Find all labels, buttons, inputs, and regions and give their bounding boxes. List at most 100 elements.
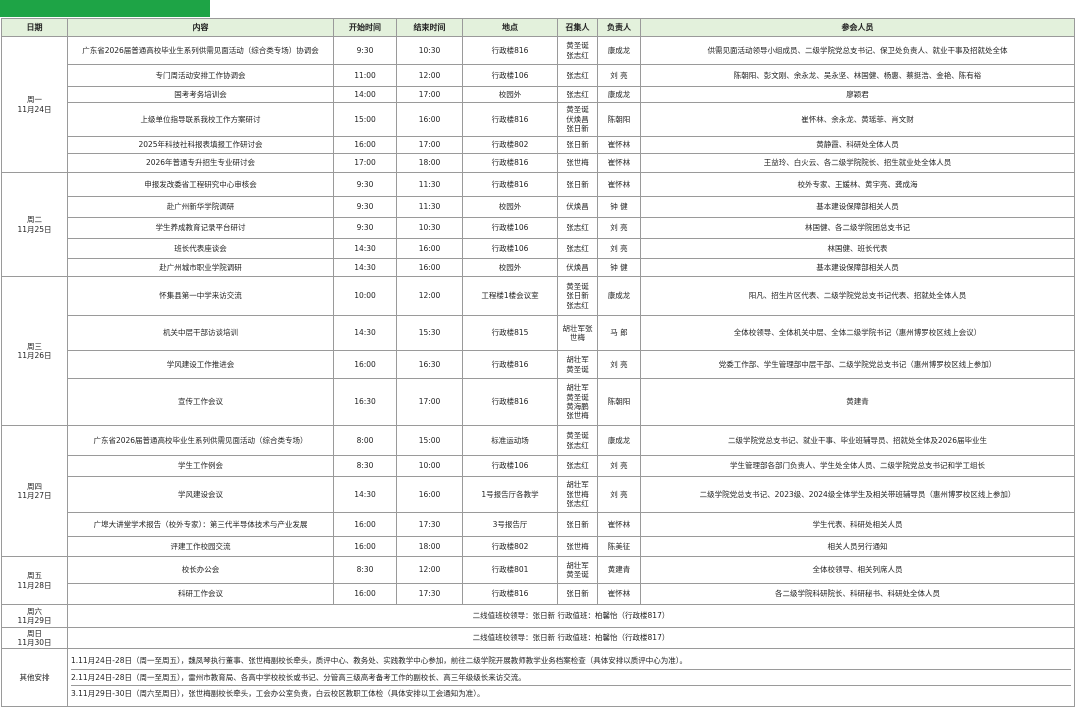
- start-time: 11:00: [333, 64, 397, 87]
- weekday: 周三: [27, 341, 42, 351]
- owner: 马 郎: [597, 315, 641, 351]
- attendees: 供需见面活动领导小组成员、二级学院党总支书记、保卫处负责人、就业干事及招就处全体: [640, 36, 1075, 65]
- convener-name: 胡壮军: [566, 383, 589, 393]
- convener-name: 黄圣诞: [566, 41, 589, 51]
- convener-name: 张日新: [566, 140, 589, 150]
- owner: 崔怀林: [597, 583, 641, 605]
- convener-name: 黄圣诞: [566, 364, 589, 374]
- start-time: 8:30: [333, 556, 397, 584]
- location: 校园外: [462, 86, 558, 103]
- weekday: 周六: [27, 606, 42, 616]
- location: 行政楼106: [462, 64, 558, 87]
- convener-name: 黄圣诞: [566, 431, 589, 441]
- convener-name: 张志红: [566, 70, 589, 80]
- convener-name: 胡壮军张世梅: [562, 323, 593, 342]
- attendees: 黄静霞、科研处全体人员: [640, 136, 1075, 154]
- event-row: 宣传工作会议 16:30 17:00 行政楼816 胡壮军 黄圣诞 黄海鹏 张世梅 陈朝阳 黄建青: [2, 378, 1075, 426]
- event-row: 2025年科技社科报表填报工作研讨会 16:00 17:00 行政楼802 张日新 崔怀林…: [2, 136, 1075, 154]
- weekday: 周四: [27, 481, 42, 491]
- attendees: 党委工作部、学生管理部中层干部、二级学院党总支书记（惠州博罗校区线上参加）: [640, 350, 1075, 379]
- content: 学生工作例会: [67, 455, 334, 477]
- end-time: 15:30: [396, 315, 463, 351]
- content: 宣传工作会议: [67, 378, 334, 426]
- start-time: 9:30: [333, 172, 397, 197]
- owner: 钟 健: [597, 196, 641, 218]
- start-time: 14:00: [333, 86, 397, 103]
- owner: 刘 亮: [597, 476, 641, 513]
- end-time: 15:00: [396, 425, 463, 456]
- convener: 张志红: [557, 238, 598, 259]
- convener: 胡壮军 张世梅 张志红: [557, 476, 598, 513]
- owner: 刘 亮: [597, 350, 641, 379]
- attendees: 黄建青: [640, 378, 1075, 426]
- owner: 康成龙: [597, 86, 641, 103]
- end-time: 16:00: [396, 238, 463, 259]
- attendees: 基本建设保障部相关人员: [640, 196, 1075, 218]
- convener-name: 张世梅: [566, 158, 589, 168]
- column-header: 内容: [67, 18, 334, 37]
- convener: 张志红: [557, 86, 598, 103]
- convener-name: 黄圣诞: [566, 281, 589, 291]
- convener: 张志红: [557, 64, 598, 87]
- end-time: 10:00: [396, 455, 463, 477]
- start-time: 14:30: [333, 476, 397, 513]
- date-cell: 周六 11月29日: [1, 604, 68, 628]
- owner: 康成龙: [597, 36, 641, 65]
- convener: 伏焕昌: [557, 258, 598, 277]
- date-cell: 周四 11月27日: [1, 425, 68, 557]
- other-label: 其他安排: [1, 648, 68, 707]
- content: 校长办公会: [67, 556, 334, 584]
- location: 标准运动场: [462, 425, 558, 456]
- convener-name: 胡壮军: [566, 355, 589, 365]
- convener-name: 张世梅: [566, 411, 589, 421]
- event-row: 上级单位指导联系我校工作方案研讨 15:00 16:00 行政楼816 黄圣诞 伏焕昌 张日…: [2, 102, 1075, 137]
- end-time: 18:00: [396, 153, 463, 173]
- weekday: 周二: [27, 215, 42, 225]
- end-time: 16:00: [396, 258, 463, 277]
- location: 3号报告厅: [462, 512, 558, 537]
- end-time: 17:00: [396, 136, 463, 154]
- date-cell: 周三 11月26日: [1, 276, 68, 426]
- start-time: 16:00: [333, 350, 397, 379]
- end-time: 18:00: [396, 536, 463, 557]
- convener: 张日新: [557, 583, 598, 605]
- convener-name: 伏焕昌: [566, 114, 589, 124]
- duty-text: 二线值班校领导：张日新 行政值班：柏馨怡（行政楼817）: [67, 627, 1075, 649]
- convener-name: 张世梅: [566, 489, 589, 499]
- start-time: 14:30: [333, 238, 397, 259]
- column-header: 负责人: [597, 18, 641, 37]
- location: 行政楼816: [462, 350, 558, 379]
- end-time: 17:30: [396, 583, 463, 605]
- owner: 崔怀林: [597, 136, 641, 154]
- convener-name: 张志红: [566, 243, 589, 253]
- location: 工程楼1楼会议室: [462, 276, 558, 316]
- start-time: 8:00: [333, 425, 397, 456]
- date-cell: 周一 11月24日: [1, 36, 68, 173]
- convener: 张世梅: [557, 536, 598, 557]
- event-row: 周一 11月24日 广东省2026届普通高校毕业生系列供需见面活动（综合类专场）协调…: [1, 36, 1075, 173]
- date: 11月27日: [17, 491, 52, 500]
- start-time: 16:00: [333, 512, 397, 537]
- start-time: 14:30: [333, 258, 397, 277]
- convener-name: 黄圣诞: [566, 392, 589, 402]
- weekday: 周日: [27, 628, 42, 638]
- end-time: 10:30: [396, 217, 463, 239]
- duty-row: 周六 11月29日 二线值班校领导：张日新 行政值班：柏馨怡（行政楼817）: [1, 604, 1075, 628]
- location: 行政楼816: [462, 36, 558, 65]
- date: 11月24日: [17, 104, 52, 114]
- date-cell: 周五 11月28日: [1, 556, 68, 605]
- start-time: 9:30: [333, 217, 397, 239]
- event-row: 科研工作会议 16:00 17:30 行政楼816 张日新 崔怀林 各二级学院科研院长、科研…: [2, 583, 1075, 605]
- start-time: 9:30: [333, 36, 397, 65]
- content: 评建工作校园交流: [67, 536, 334, 557]
- attendees: 相关人员另行通知: [640, 536, 1075, 557]
- event-row: 专门周活动安排工作协调会 11:00 12:00 行政楼106 张志红刘 亮陈朝阳、彭文…: [2, 64, 1075, 87]
- owner: 陈朝阳: [597, 378, 641, 426]
- start-time: 15:00: [333, 102, 397, 137]
- end-time: 10:30: [396, 36, 463, 65]
- location: 行政楼802: [462, 536, 558, 557]
- end-time: 17:30: [396, 512, 463, 537]
- start-time: 9:30: [333, 196, 397, 218]
- start-time: 14:30: [333, 315, 397, 351]
- content: 申报发改委省工程研究中心审核会: [67, 172, 334, 197]
